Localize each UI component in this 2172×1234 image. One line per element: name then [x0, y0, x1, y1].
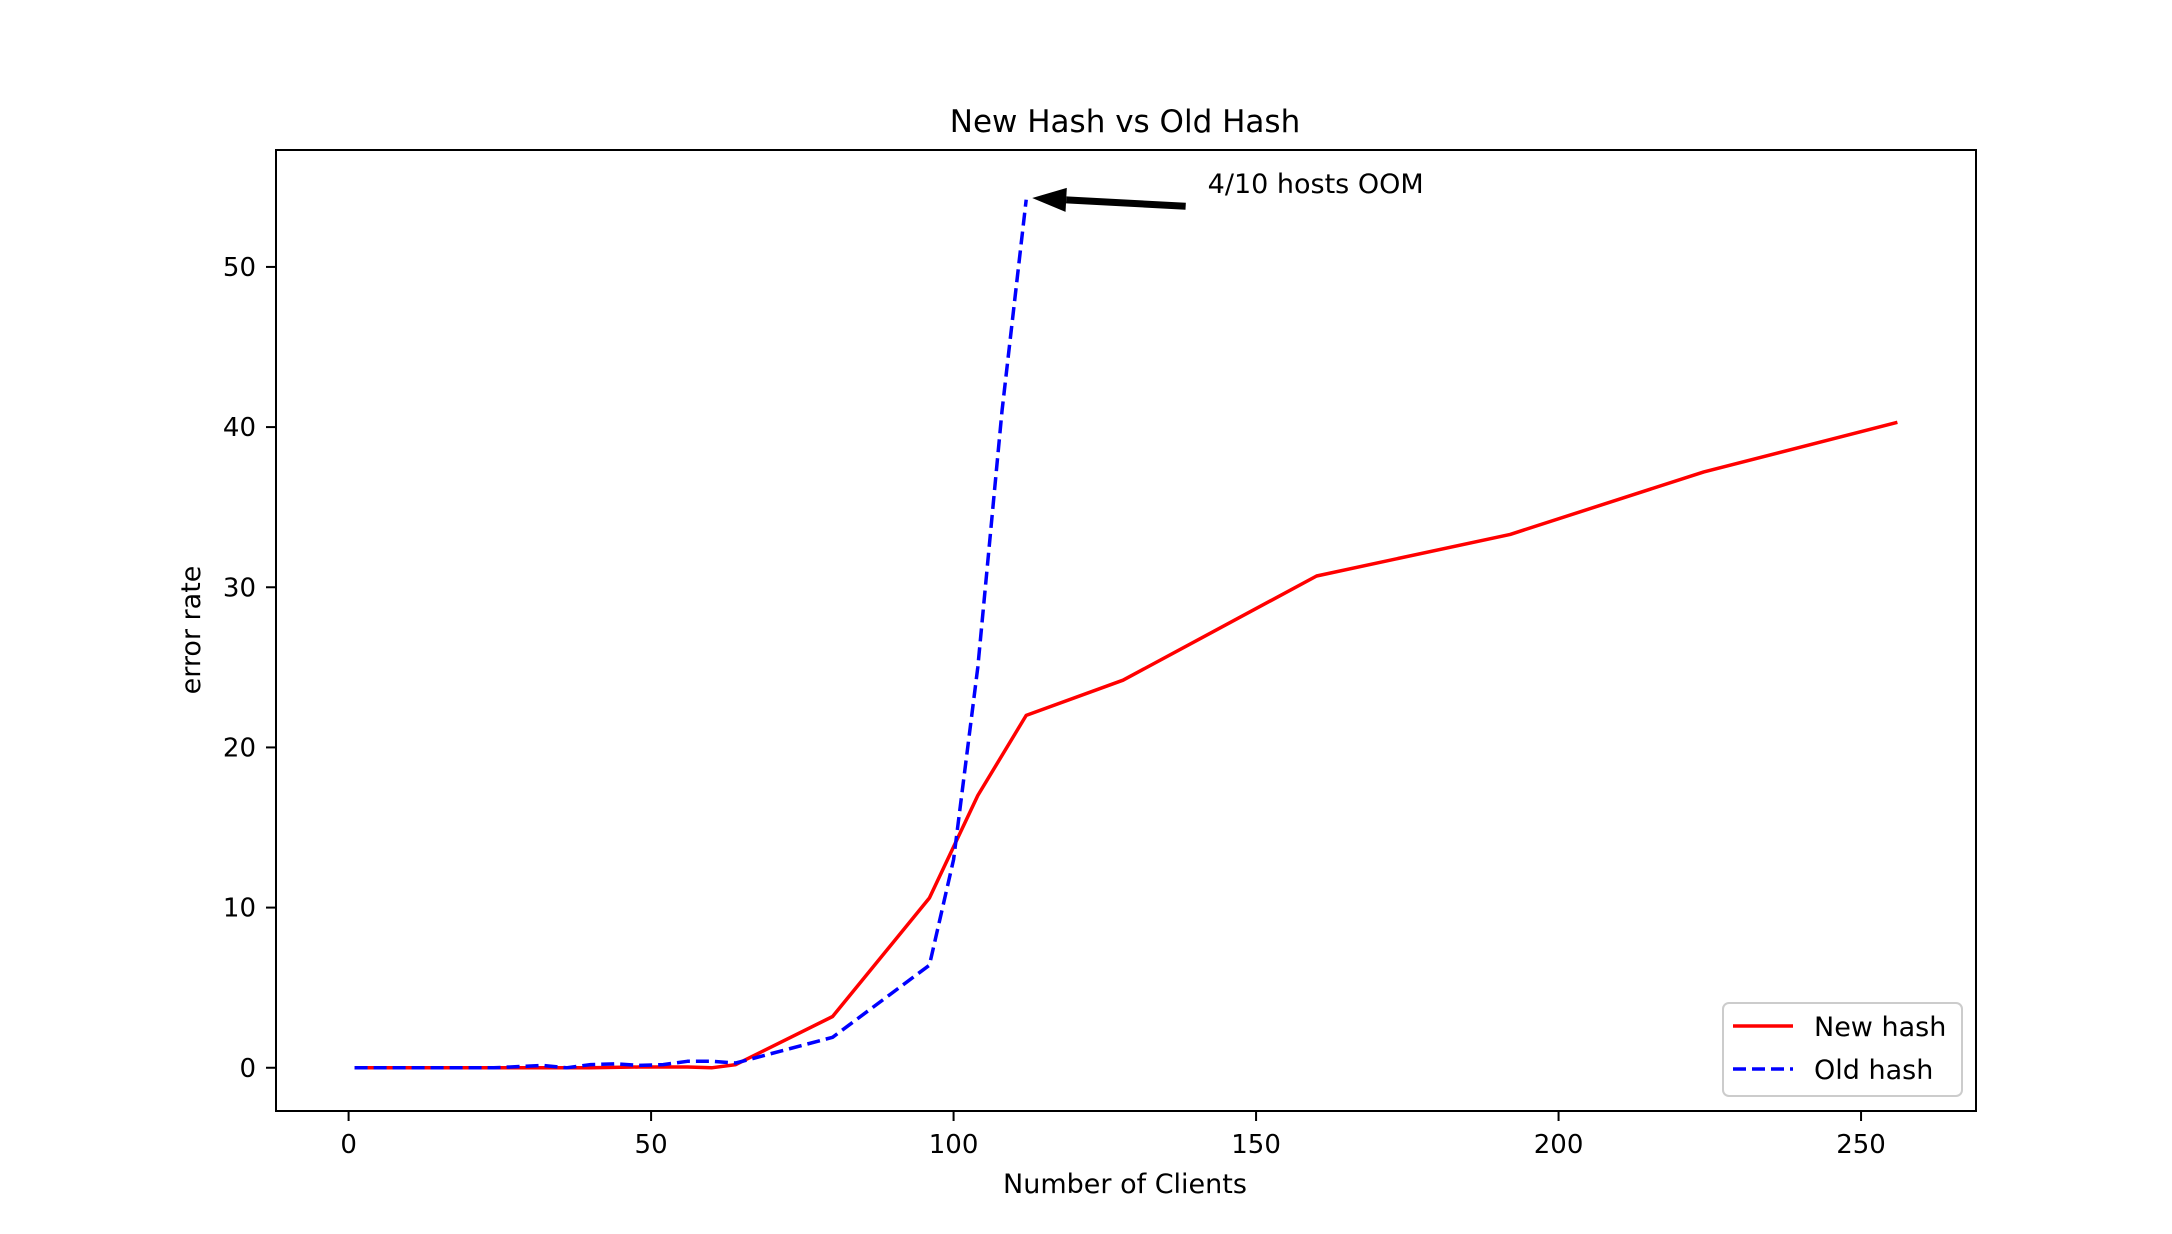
x-tick-label: 200 [1534, 1130, 1584, 1160]
x-tick-label: 100 [929, 1130, 979, 1160]
y-tick-label: 0 [239, 1054, 256, 1084]
y-tick-label: 30 [223, 573, 256, 603]
legend-label-old-hash: Old hash [1814, 1055, 1933, 1086]
y-tick-label: 40 [223, 413, 256, 443]
annotation-arrow [1065, 196, 1186, 210]
y-tick-label: 10 [223, 894, 256, 924]
y-tick-label: 20 [223, 733, 256, 763]
series-line-old-hash [354, 199, 1028, 1070]
plot-area [275, 149, 1977, 1112]
annotation-text: 4/10 hosts OOM [1208, 169, 1424, 200]
x-axis: 0 50 100 150 200 250 [340, 1111, 1886, 1160]
x-tick-label: 0 [340, 1130, 357, 1160]
y-axis: 0 10 20 30 40 50 [223, 253, 276, 1084]
annotation-arrow-head [1032, 187, 1067, 212]
x-axis-label: Number of Clients [1003, 1169, 1247, 1200]
legend-label-new-hash: New hash [1814, 1012, 1946, 1043]
legend: New hash Old hash [1722, 1002, 1963, 1097]
series-layer [354, 199, 1898, 1070]
y-axis-label: error rate [176, 566, 207, 695]
y-tick-label: 50 [223, 253, 256, 283]
x-tick-label: 50 [635, 1130, 668, 1160]
x-tick-label: 250 [1836, 1130, 1886, 1160]
annotation: 4/10 hosts OOM [1032, 169, 1424, 212]
chart-title: New Hash vs Old Hash [950, 104, 1300, 140]
x-tick-label: 150 [1231, 1130, 1281, 1160]
